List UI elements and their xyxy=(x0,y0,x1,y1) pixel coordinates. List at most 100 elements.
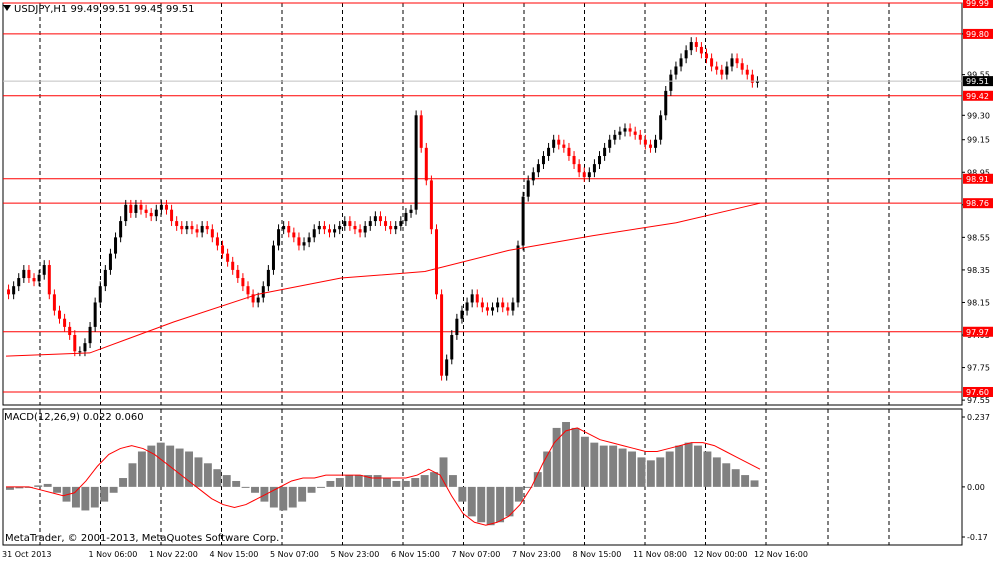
candle-body xyxy=(450,335,454,360)
candle-body xyxy=(271,245,275,270)
macd-bar xyxy=(571,427,580,487)
candle-body xyxy=(17,278,21,287)
candle-body xyxy=(221,245,225,254)
macd-header: MACD(12,26,9) 0.022 0.060 xyxy=(4,412,144,423)
candle-body xyxy=(159,204,163,210)
candle-body xyxy=(175,221,179,226)
chart-menu-triangle-icon[interactable] xyxy=(3,5,11,11)
candle-body xyxy=(384,221,388,226)
candle-body xyxy=(654,139,658,148)
candle-body xyxy=(445,359,449,376)
macd-bar xyxy=(194,457,203,487)
macd-bar xyxy=(326,480,335,487)
candle-body xyxy=(307,237,311,243)
macd-bar xyxy=(580,436,589,487)
macd-bar xyxy=(392,480,401,487)
macd-tick-label: -0.17 xyxy=(967,533,988,542)
candle-body xyxy=(394,225,398,230)
macd-bar xyxy=(119,478,128,487)
candle-body xyxy=(710,58,714,67)
symbol-label: USDJPY,H1 xyxy=(14,4,68,15)
price-tick-label: 98.55 xyxy=(967,233,990,242)
candle-body xyxy=(521,196,525,246)
candle-body xyxy=(501,302,505,308)
macd-bar xyxy=(628,451,636,487)
candle-body xyxy=(506,307,510,311)
price-tick-label: 99.55 xyxy=(967,71,990,80)
candle-body xyxy=(277,229,281,246)
candle-body xyxy=(694,42,698,47)
level-price-tag-label: 98.76 xyxy=(966,199,989,208)
candle-body xyxy=(735,58,739,64)
macd-bar xyxy=(251,486,259,493)
macd-bar xyxy=(203,463,212,487)
candle-body xyxy=(353,225,357,230)
candle-body xyxy=(567,147,571,156)
macd-bar xyxy=(71,486,80,508)
candle-body xyxy=(266,269,270,287)
time-axis-label: 5 Nov 07:00 xyxy=(270,550,319,559)
macd-bar xyxy=(458,486,467,502)
candle-body xyxy=(582,172,586,178)
candle-body xyxy=(628,128,632,132)
price-tick-label: 97.75 xyxy=(967,364,990,373)
candle-body xyxy=(587,172,591,178)
macd-bar xyxy=(298,486,307,502)
candle-body xyxy=(470,294,474,303)
level-price-tag-label: 98.91 xyxy=(966,175,989,184)
macd-bar xyxy=(81,486,90,511)
macd-bar xyxy=(656,457,665,487)
time-axis-label: 1 Nov 22:00 xyxy=(149,550,198,559)
candle-body xyxy=(261,286,265,298)
candle-body xyxy=(297,237,301,246)
candle-body xyxy=(73,335,77,352)
level-price-tag xyxy=(963,28,993,39)
candle-body xyxy=(669,74,673,91)
macd-bar xyxy=(477,486,486,523)
candle-body xyxy=(536,164,540,173)
macd-bar xyxy=(467,486,476,517)
candle-body xyxy=(180,225,184,230)
candle-body xyxy=(241,278,245,287)
candle-body xyxy=(363,225,367,233)
candle-body xyxy=(32,278,36,282)
macd-bar xyxy=(62,486,71,502)
macd-bar xyxy=(156,442,165,487)
candle-body xyxy=(526,180,530,197)
candle-body xyxy=(368,221,372,226)
macd-bar xyxy=(750,480,759,487)
level-price-tag-label: 97.97 xyxy=(966,328,989,337)
candle-body xyxy=(399,221,403,226)
ohlc-values: 99.49 99.51 99.45 99.51 xyxy=(70,4,195,15)
level-price-tag-label: 99.80 xyxy=(966,30,989,39)
candle-body xyxy=(755,81,759,83)
candle-body xyxy=(103,269,107,287)
macd-bar xyxy=(354,475,363,487)
current-price-label: 99.51 xyxy=(966,77,989,86)
candle-body xyxy=(434,229,438,295)
candle-body xyxy=(389,225,393,230)
time-axis-label: 7 Nov 23:00 xyxy=(512,550,561,559)
macd-bar xyxy=(6,486,14,490)
candle-body xyxy=(200,225,204,233)
candle-body xyxy=(358,229,362,233)
candle-body xyxy=(562,144,566,148)
macd-bar xyxy=(599,445,608,487)
candle-body xyxy=(603,147,607,156)
macd-bar xyxy=(288,486,297,508)
candle-body xyxy=(170,209,174,222)
macd-bar xyxy=(222,475,231,487)
main-chart-header: USDJPY,H1 99.49 99.51 99.45 99.51 xyxy=(14,4,195,15)
candle-body xyxy=(114,237,118,254)
candle-body xyxy=(226,253,230,262)
candle-body xyxy=(149,212,153,217)
macd-bar xyxy=(213,469,222,487)
candle-body xyxy=(485,307,489,311)
price-tick-label: 98.35 xyxy=(967,266,990,275)
candle-body xyxy=(404,212,408,222)
candle-body xyxy=(108,253,112,270)
candle-body xyxy=(440,294,444,376)
time-axis-label: 1 Nov 06:00 xyxy=(89,550,138,559)
